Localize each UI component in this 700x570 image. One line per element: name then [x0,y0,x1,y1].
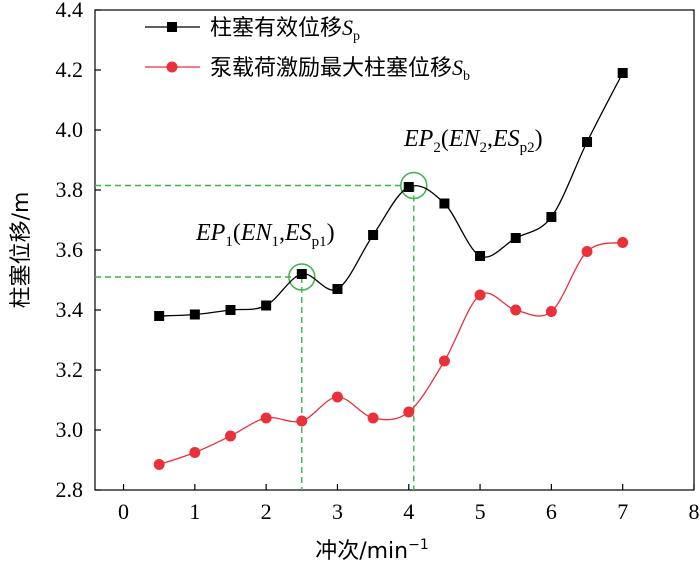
data-point-circle [189,447,201,458]
series-layer [153,68,629,470]
data-point-square [332,284,343,294]
legend-label-name: 泵载荷激励最大柱塞位移 [210,56,452,81]
x-axis-title-sup: −1 [408,537,429,553]
point-annotation: EP2(EN2,ESp2) [403,126,543,156]
y-axis-title: 柱塞位移/m [9,192,34,309]
x-tick-label: 6 [546,499,557,524]
x-tick-label: 3 [332,499,343,524]
data-point-circle [474,289,486,301]
annotation-part: EP [403,126,434,152]
y-tick-label: 3.4 [56,297,84,322]
x-tick-label: 5 [475,499,486,524]
data-point-square [439,198,450,209]
plot-border [94,9,695,491]
legend-label-sub: b [463,69,470,84]
series-line [159,72,624,317]
x-tick-label: 2 [261,499,272,524]
y-tick-label: 4.2 [56,57,84,82]
data-point-circle [296,415,308,427]
plot-frame [94,9,695,491]
data-point-square [617,68,628,78]
data-point-circle [153,459,165,470]
highlight-circle [288,263,316,291]
y-tick-label: 3.8 [56,177,84,202]
data-point-circle [367,412,379,424]
annotation-part: EN [240,220,274,246]
data-point-square [154,311,165,321]
annotation-part: ) [327,220,335,246]
data-point-circle [331,391,343,403]
annotation-part: , [487,126,493,152]
data-point-square [189,309,200,320]
y-tick-label: 2.8 [56,477,84,502]
guides-layer [95,171,428,490]
x-axis-title: 冲次/min−1 [315,537,429,564]
highlight-circle [400,171,428,200]
y-tick-label: 3.2 [56,357,84,382]
axis-ticks: 0 1 2 3 4 5 6 7 8 2.8 3.0 3.2 3.4 3.6 3.8 4.0 4.2 4.4 [56,0,700,524]
annotation-part: 2 [480,140,488,156]
y-tick-label: 4.4 [56,0,84,22]
data-point-circle [581,246,593,257]
data-point-circle [545,306,557,317]
data-point-square [546,212,557,222]
legend-label-name: 柱塞有效位移 [210,16,342,41]
annotation-part: 2 [433,140,441,156]
data-point-square [368,230,379,240]
data-point-circle [403,406,415,418]
data-point-square [403,182,414,192]
data-point-square [582,137,593,147]
y-tick-label: 3.0 [56,417,84,442]
data-point-circle [617,237,629,248]
annotation-part: 1 [225,234,233,250]
annotation-part: EN [448,126,482,152]
x-tick-label: 1 [189,499,200,524]
data-point-square [296,269,307,279]
data-point-circle [438,355,450,367]
annotation-part: ( [233,220,241,246]
annotation-part: ES [284,220,312,246]
legend-label-var: S [342,15,353,40]
x-axis-title-main: 冲次/min [315,539,408,564]
annotation-part: ES [492,126,520,152]
x-tick-label: 8 [689,499,700,524]
data-point-circle [224,430,236,442]
annotation-part: ( [441,126,449,152]
data-point-circle [510,304,522,316]
legend-label-var: S [452,55,463,80]
data-point-circle [260,412,272,424]
legend-label: 柱塞有效位移Sp [210,15,360,44]
x-tick-label: 7 [617,499,628,524]
annotation-part: ) [535,126,543,152]
annotation-part: p1 [312,234,327,250]
legend-label-sub: p [353,29,360,44]
annotation-part: EP [195,220,226,246]
annotation-part: , [279,220,285,246]
point-annotation: EP1(EN1,ESp1) [195,220,335,250]
legend-label: 泵载荷激励最大柱塞位移Sb [210,55,470,84]
annotations-layer: EP1(EN1,ESp1)EP2(EN2,ESp2) [195,126,543,250]
y-tick-label: 3.6 [56,237,84,262]
x-tick-label: 4 [403,499,414,524]
data-point-square [225,305,236,315]
x-tick-label: 0 [118,499,129,524]
annotation-part: p2 [520,140,535,156]
y-tick-label: 4.0 [56,117,84,142]
data-point-square [475,251,486,261]
data-point-square [261,300,272,311]
annotation-part: 1 [272,234,280,250]
legend-marker-square [167,22,177,32]
legend-marker-circle [166,61,178,73]
data-point-square [510,233,521,243]
